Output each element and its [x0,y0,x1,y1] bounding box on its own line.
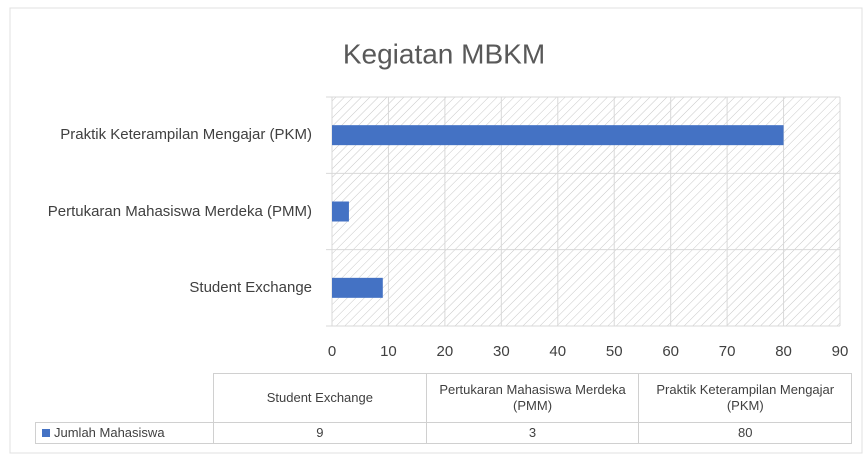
table-header: Student Exchange [213,373,427,423]
chart-border [9,7,863,454]
legend-swatch [42,429,50,437]
table-value: 9 [213,422,427,444]
y-tick-label: Student Exchange [189,278,312,296]
x-tick-label: 60 [662,343,679,360]
x-tick-label: 80 [775,343,792,360]
x-tick-label: 0 [328,343,336,360]
x-tick-label: 20 [437,343,454,360]
legend-cell: Jumlah Mahasiswa [35,422,214,444]
y-tick-label: Praktik Keterampilan Mengajar (PKM) [60,126,312,144]
x-tick-label: 30 [493,343,510,360]
table-header: Pertukaran Mahasiswa Merdeka (PMM) [425,373,640,423]
table-header: Praktik Keterampilan Mengajar (PKM) [638,373,853,423]
chart-title: Kegiatan MBKM [343,38,545,69]
x-tick-label: 40 [549,343,566,360]
table-value: 3 [425,422,640,444]
legend-label: Jumlah Mahasiswa [54,425,165,440]
x-tick-label: 70 [719,343,736,360]
bar [332,277,383,298]
bar [332,125,784,146]
x-tick-label: 10 [380,343,397,360]
x-tick-label: 50 [606,343,623,360]
table-value: 80 [638,422,853,444]
bar [332,201,349,222]
x-tick-label: 90 [832,343,849,360]
y-tick-label: Pertukaran Mahasiswa Merdeka (PMM) [47,202,312,220]
